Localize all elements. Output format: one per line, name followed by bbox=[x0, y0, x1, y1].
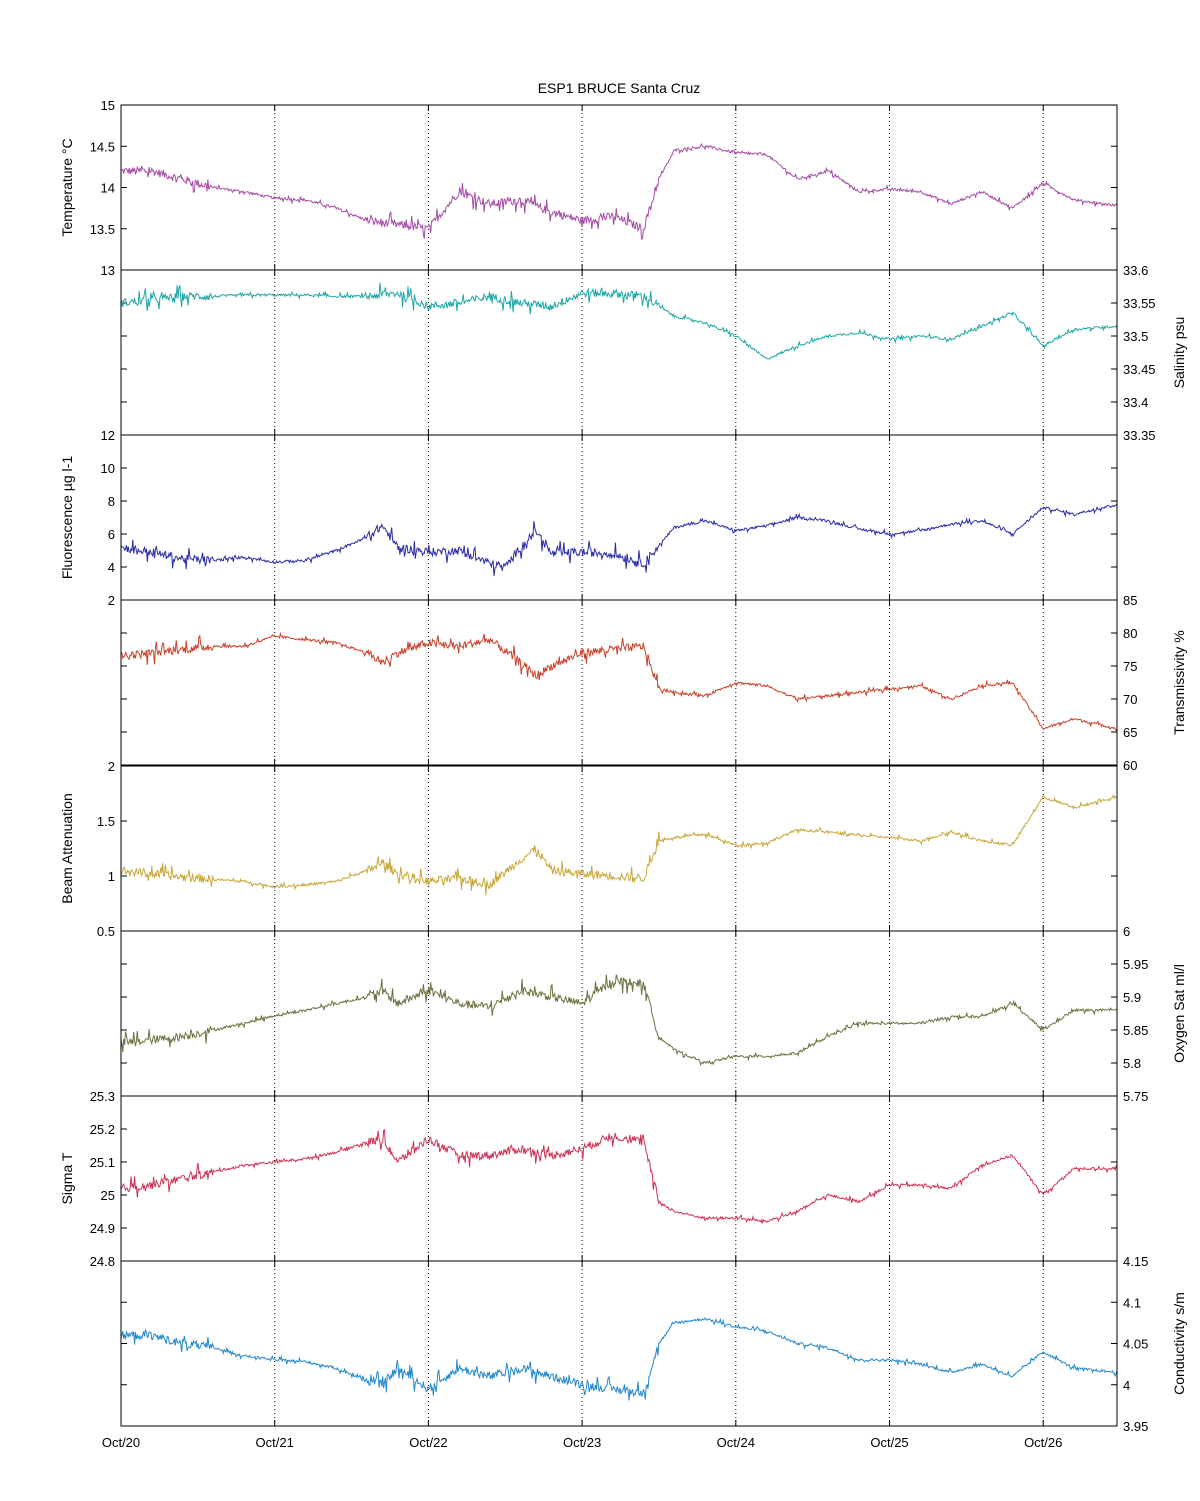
y-tick-label-transmissivity: 60 bbox=[1123, 758, 1137, 773]
series-line-temperature bbox=[120, 143, 1118, 240]
y-tick-label-temperature: 14.5 bbox=[90, 139, 115, 154]
series-line-salinity bbox=[120, 282, 1118, 360]
y-tick-label-conductivity: 4.15 bbox=[1123, 1254, 1148, 1269]
panel-transmissivity: 60 65 70 75 80 85 Transmissivity % bbox=[120, 593, 1187, 773]
chart-title: ESP1 BRUCE Santa Cruz bbox=[538, 80, 701, 96]
series-line-conductivity bbox=[120, 1317, 1118, 1401]
x-tick-label: Oct/23 bbox=[563, 1435, 601, 1450]
y-axis-label-oxygen_sat: Oxygen Sat ml/l bbox=[1171, 964, 1187, 1063]
panel-fluorescence: 2 4 6 8 10 12 Fluorescence µg l-1 bbox=[59, 428, 1118, 608]
panel-frame-transmissivity bbox=[120, 599, 1118, 766]
y-tick-label-transmissivity: 65 bbox=[1123, 725, 1137, 740]
panel-conductivity: 3.95 4 4.05 4.1 4.15 Conductivity s/m bbox=[120, 1254, 1187, 1434]
y-axis-label-transmissivity: Transmissivity % bbox=[1171, 630, 1187, 735]
y-tick-label-temperature: 15 bbox=[101, 98, 115, 113]
y-tick-label-fluorescence: 6 bbox=[108, 527, 115, 542]
panel-frame-conductivity bbox=[120, 1260, 1118, 1427]
y-tick-label-temperature: 13.5 bbox=[90, 222, 115, 237]
y-tick-label-oxygen_sat: 5.95 bbox=[1123, 957, 1148, 972]
y-tick-label-transmissivity: 80 bbox=[1123, 626, 1137, 641]
y-tick-label-transmissivity: 85 bbox=[1123, 593, 1137, 608]
y-tick-label-salinity: 33.4 bbox=[1123, 395, 1148, 410]
y-tick-label-oxygen_sat: 5.8 bbox=[1123, 1056, 1141, 1071]
y-tick-label-sigma_t: 24.8 bbox=[90, 1254, 115, 1269]
y-axis-label-conductivity: Conductivity s/m bbox=[1171, 1292, 1187, 1395]
panel-frame-beam_attenuation bbox=[120, 765, 1118, 932]
panel-sigma_t: 24.8 24.9 25 25.1 25.2 25.3 Sigma T bbox=[59, 1089, 1118, 1269]
y-tick-label-conductivity: 4.1 bbox=[1123, 1295, 1141, 1310]
x-tick-label: Oct/26 bbox=[1024, 1435, 1062, 1450]
x-tick-label: Oct/25 bbox=[870, 1435, 908, 1450]
y-axis-label-temperature: Temperature °C bbox=[59, 138, 75, 236]
y-axis-label-fluorescence: Fluorescence µg l-1 bbox=[59, 456, 75, 579]
y-tick-label-salinity: 33.35 bbox=[1123, 428, 1156, 443]
y-tick-label-conductivity: 4.05 bbox=[1123, 1337, 1148, 1352]
y-tick-label-salinity: 33.45 bbox=[1123, 362, 1156, 377]
y-tick-label-beam_attenuation: 0.5 bbox=[97, 924, 115, 939]
panel-beam_attenuation: 0.5 1 1.5 2 Beam Attenuation bbox=[59, 759, 1118, 939]
y-tick-label-oxygen_sat: 5.9 bbox=[1123, 990, 1141, 1005]
x-tick-label: Oct/22 bbox=[409, 1435, 447, 1450]
y-tick-label-sigma_t: 25.2 bbox=[90, 1122, 115, 1137]
y-axis-label-sigma_t: Sigma T bbox=[59, 1152, 75, 1204]
y-tick-label-salinity: 33.5 bbox=[1123, 329, 1148, 344]
y-tick-label-oxygen_sat: 6 bbox=[1123, 924, 1130, 939]
y-tick-label-transmissivity: 75 bbox=[1123, 659, 1137, 674]
y-tick-label-transmissivity: 70 bbox=[1123, 692, 1137, 707]
series-line-sigma_t bbox=[120, 1129, 1118, 1224]
y-tick-label-salinity: 33.6 bbox=[1123, 263, 1148, 278]
series-line-transmissivity bbox=[120, 631, 1118, 732]
y-tick-label-fluorescence: 2 bbox=[108, 593, 115, 608]
y-tick-label-oxygen_sat: 5.85 bbox=[1123, 1023, 1148, 1038]
x-tick-label: Oct/21 bbox=[256, 1435, 294, 1450]
y-tick-label-fluorescence: 4 bbox=[108, 560, 115, 575]
y-tick-label-sigma_t: 25.1 bbox=[90, 1155, 115, 1170]
y-tick-label-sigma_t: 25.3 bbox=[90, 1089, 115, 1104]
y-tick-label-oxygen_sat: 5.75 bbox=[1123, 1089, 1148, 1104]
y-tick-label-fluorescence: 8 bbox=[108, 494, 115, 509]
series-line-fluorescence bbox=[120, 503, 1118, 577]
y-tick-label-temperature: 13 bbox=[101, 263, 115, 278]
y-tick-label-temperature: 14 bbox=[101, 181, 115, 196]
y-tick-label-conductivity: 3.95 bbox=[1123, 1419, 1148, 1434]
y-tick-label-beam_attenuation: 1.5 bbox=[97, 814, 115, 829]
y-tick-label-salinity: 33.55 bbox=[1123, 296, 1156, 311]
y-tick-label-conductivity: 4 bbox=[1123, 1378, 1130, 1393]
panel-oxygen_sat: 5.75 5.8 5.85 5.9 5.95 6 Oxygen Sat ml/l bbox=[120, 924, 1187, 1104]
y-tick-label-fluorescence: 10 bbox=[101, 461, 115, 476]
series-line-beam_attenuation bbox=[120, 793, 1118, 896]
panel-salinity: 33.35 33.4 33.45 33.5 33.55 33.6 Salinity psu bbox=[120, 263, 1187, 443]
panel-frame-sigma_t bbox=[120, 1095, 1118, 1262]
y-tick-label-fluorescence: 12 bbox=[101, 428, 115, 443]
y-axis-label-beam_attenuation: Beam Attenuation bbox=[59, 793, 75, 904]
panel-frame-fluorescence bbox=[120, 434, 1118, 601]
x-tick-label: Oct/20 bbox=[102, 1435, 140, 1450]
y-tick-label-beam_attenuation: 2 bbox=[108, 759, 115, 774]
panel-temperature: 13 13.5 14 14.5 15 Temperature °C bbox=[59, 98, 1118, 278]
y-tick-label-sigma_t: 25 bbox=[101, 1188, 115, 1203]
panel-frame-oxygen_sat bbox=[120, 930, 1118, 1097]
x-tick-label: Oct/24 bbox=[717, 1435, 755, 1450]
y-tick-label-sigma_t: 24.9 bbox=[90, 1221, 115, 1236]
y-axis-label-salinity: Salinity psu bbox=[1171, 317, 1187, 389]
series-line-oxygen_sat bbox=[120, 974, 1118, 1066]
y-tick-label-beam_attenuation: 1 bbox=[108, 869, 115, 884]
panel-frame-temperature bbox=[120, 104, 1118, 271]
